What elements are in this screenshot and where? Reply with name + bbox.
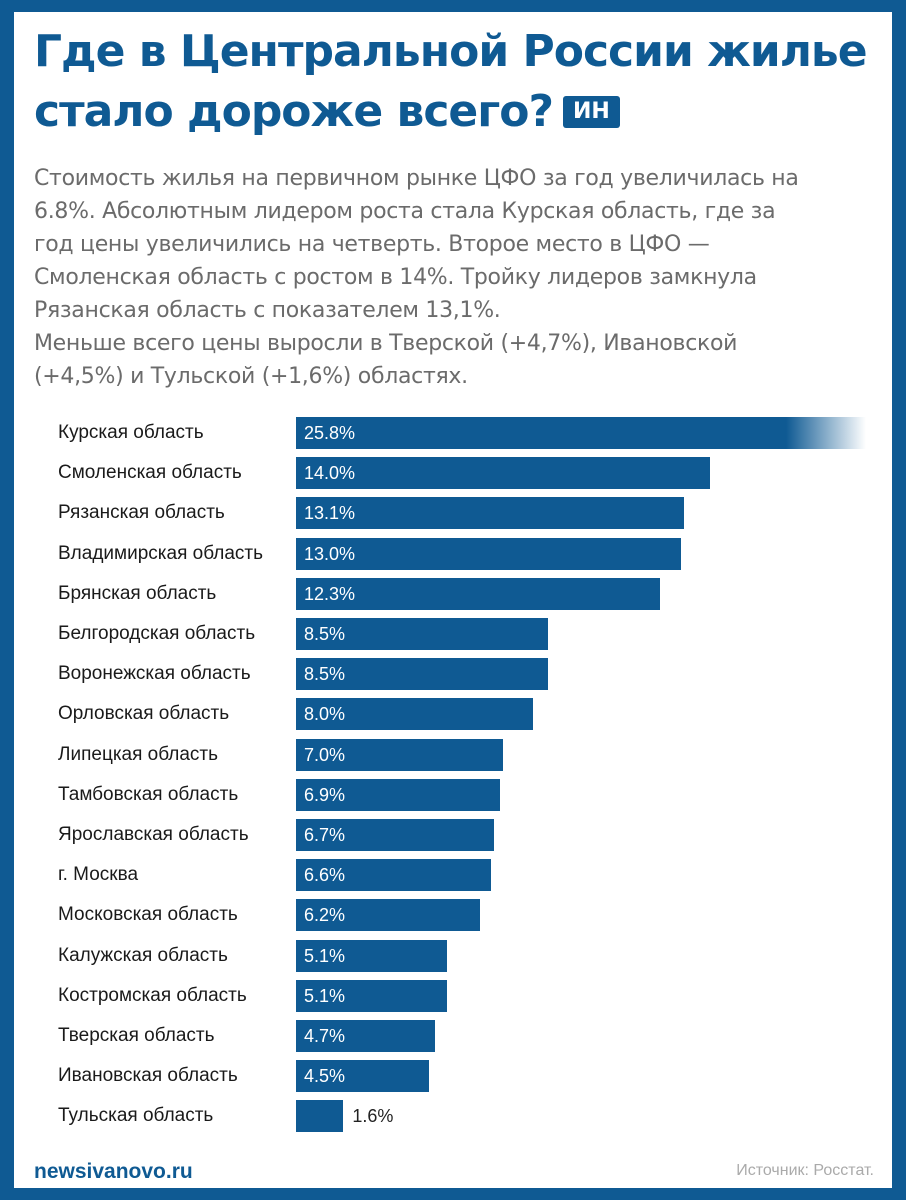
intro-line: (+4,5%) и Тульской (+1,6%) областях. [34,360,884,393]
bar-row: Калужская область 5.1% [14,940,892,972]
infographic-card: Где в Центральной России жилье стало дор… [14,12,892,1188]
category-label: Орловская область [58,698,229,730]
category-label: Ярославская область [58,819,249,851]
bar-row: г. Москва 6.6% [14,859,892,891]
value-label: 6.6% [304,859,345,891]
bar-row: Ивановская область 4.5% [14,1060,892,1092]
value-label: 6.2% [304,899,345,931]
category-label: Воронежская область [58,658,251,690]
site-link[interactable]: newsivanovo.ru [34,1160,193,1184]
bar-row: Ярославская область 6.7% [14,819,892,851]
bar-row: Тульская область 1.6% [14,1100,892,1132]
bar-chart: Курская область 25.8% Смоленская область 14… [14,417,892,1147]
value-label: 8.5% [304,618,345,650]
value-label: 13.1% [304,497,355,529]
value-label: 8.5% [304,658,345,690]
bar-row: Курская область 25.8% [14,417,892,449]
category-label: Рязанская область [58,497,225,529]
bar-row: Смоленская область 14.0% [14,457,892,489]
title-text: Где в Центральной России жилье стало дор… [34,26,867,137]
category-label: Липецкая область [58,739,218,771]
intro-line: Рязанская область с показателем 13,1%. [34,294,884,327]
category-label: Костромская область [58,980,247,1012]
value-label: 5.1% [304,980,345,1012]
category-label: Курская область [58,417,204,449]
value-label: 13.0% [304,538,355,570]
bar [296,457,710,489]
category-label: Брянская область [58,578,216,610]
value-label: 7.0% [304,739,345,771]
value-label: 5.1% [304,940,345,972]
category-label: Тульская область [58,1100,213,1132]
value-label: 4.7% [304,1020,345,1052]
bar-row: Рязанская область 13.1% [14,497,892,529]
intro-line: год цены увеличились на четверть. Второе… [34,228,884,261]
bar-row: Тамбовская область 6.9% [14,779,892,811]
category-label: Тамбовская область [58,779,238,811]
category-label: Белгородская область [58,618,255,650]
value-label: 14.0% [304,457,355,489]
brand-badge: ИН [563,96,620,128]
intro-line: Смоленская область с ростом в 14%. Тройк… [34,261,884,294]
category-label: Тверская область [58,1020,215,1052]
bar [296,417,866,449]
category-label: Ивановская область [58,1060,238,1092]
value-label: 4.5% [304,1060,345,1092]
value-label: 8.0% [304,698,345,730]
bar-row: Костромская область 5.1% [14,980,892,1012]
bar-row: Белгородская область 8.5% [14,618,892,650]
category-label: Калужская область [58,940,228,972]
value-label: 25.8% [304,417,355,449]
bar-row: Московская область 6.2% [14,899,892,931]
value-label: 6.9% [304,779,345,811]
intro-line: Стоимость жилья на первичном рынке ЦФО з… [34,162,884,195]
value-label: 1.6% [352,1100,393,1132]
bar-row: Воронежская область 8.5% [14,658,892,690]
bar-row: Тверская область 4.7% [14,1020,892,1052]
bar-row: Владимирская область 13.0% [14,538,892,570]
category-label: Московская область [58,899,238,931]
bar-row: Липецкая область 7.0% [14,739,892,771]
value-label: 6.7% [304,819,345,851]
intro-text: Стоимость жилья на первичном рынке ЦФО з… [34,162,884,393]
page-title: Где в Центральной России жилье стало дор… [34,22,874,142]
category-label: Смоленская область [58,457,242,489]
category-label: г. Москва [58,859,138,891]
intro-line: Меньше всего цены выросли в Тверской (+4… [34,327,884,360]
category-label: Владимирская область [58,538,263,570]
intro-line: 6.8%. Абсолютным лидером роста стала Кур… [34,195,884,228]
bar-row: Орловская область 8.0% [14,698,892,730]
value-label: 12.3% [304,578,355,610]
bar [296,1100,343,1132]
source-note: Источник: Росстат. [736,1162,874,1180]
bar-row: Брянская область 12.3% [14,578,892,610]
